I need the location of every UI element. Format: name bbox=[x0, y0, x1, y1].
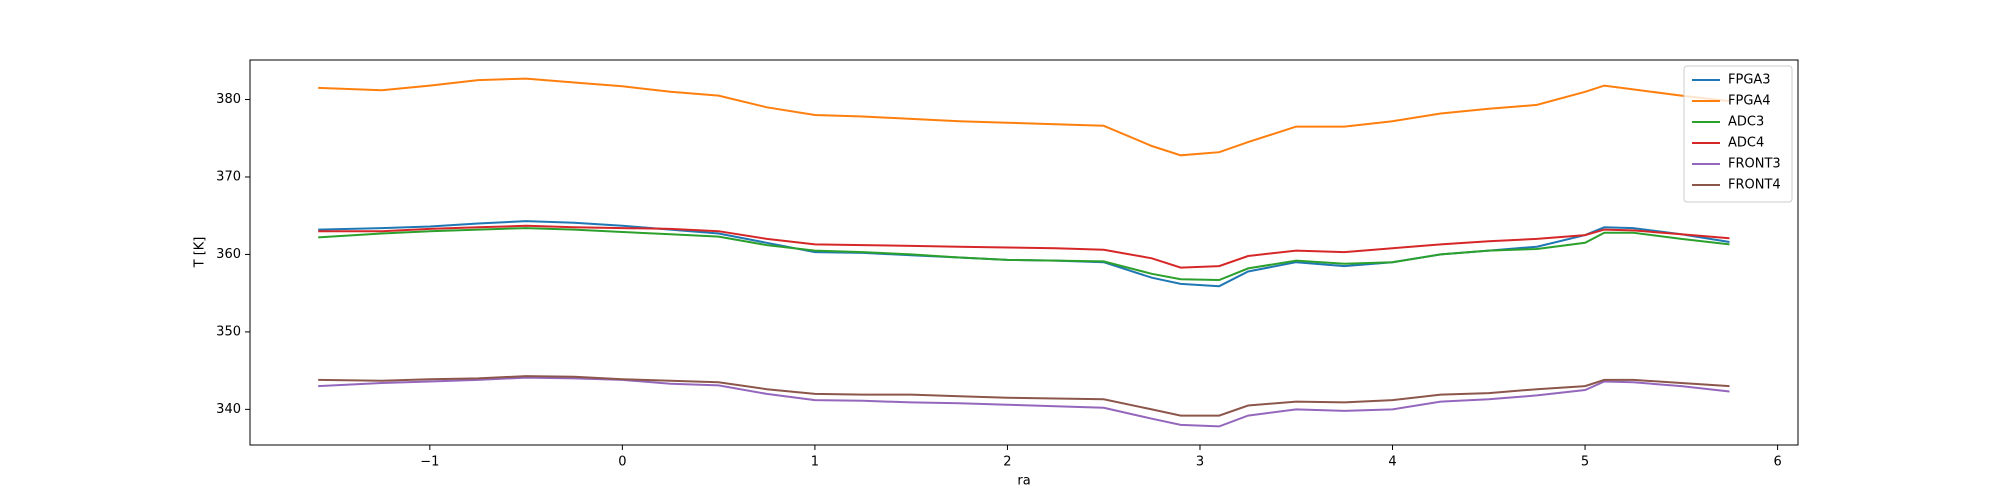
x-tick-label: 2 bbox=[1003, 455, 1011, 470]
x-tick-label: 6 bbox=[1773, 455, 1781, 470]
x-tick-label: 4 bbox=[1388, 455, 1396, 470]
x-tick-label: 5 bbox=[1581, 455, 1589, 470]
y-axis-label: T [K] bbox=[193, 237, 208, 269]
y-tick-label: 370 bbox=[216, 169, 241, 184]
line bbox=[318, 376, 1730, 428]
y-tick-label: 350 bbox=[216, 324, 241, 339]
x-tick-label: 1 bbox=[811, 455, 819, 470]
legend: FPGA3 FPGA4 ADC3 ADC4 FRONT3 FRONT4 bbox=[1683, 65, 1793, 203]
y-tick-label: 340 bbox=[216, 402, 241, 417]
legend-label: ADC3 bbox=[1728, 115, 1764, 130]
legend-label: ADC4 bbox=[1728, 136, 1764, 151]
line bbox=[318, 77, 1730, 157]
legend-label: FRONT3 bbox=[1728, 157, 1781, 172]
x-tick-label: 0 bbox=[618, 455, 626, 470]
y-tick-label: 380 bbox=[216, 92, 241, 107]
line bbox=[318, 224, 1730, 269]
x-tick-label: −1 bbox=[420, 455, 439, 470]
legend-label: FPGA3 bbox=[1728, 73, 1771, 88]
x-tick-label: 3 bbox=[1196, 455, 1204, 470]
plot-frame bbox=[249, 59, 1799, 446]
line bbox=[318, 375, 1730, 417]
y-tick-label: 360 bbox=[216, 247, 241, 262]
line bbox=[318, 220, 1730, 288]
line bbox=[318, 227, 1730, 282]
x-axis-label: ra bbox=[1017, 474, 1030, 489]
legend-label: FRONT4 bbox=[1728, 178, 1781, 193]
legend-label: FPGA4 bbox=[1728, 94, 1771, 109]
